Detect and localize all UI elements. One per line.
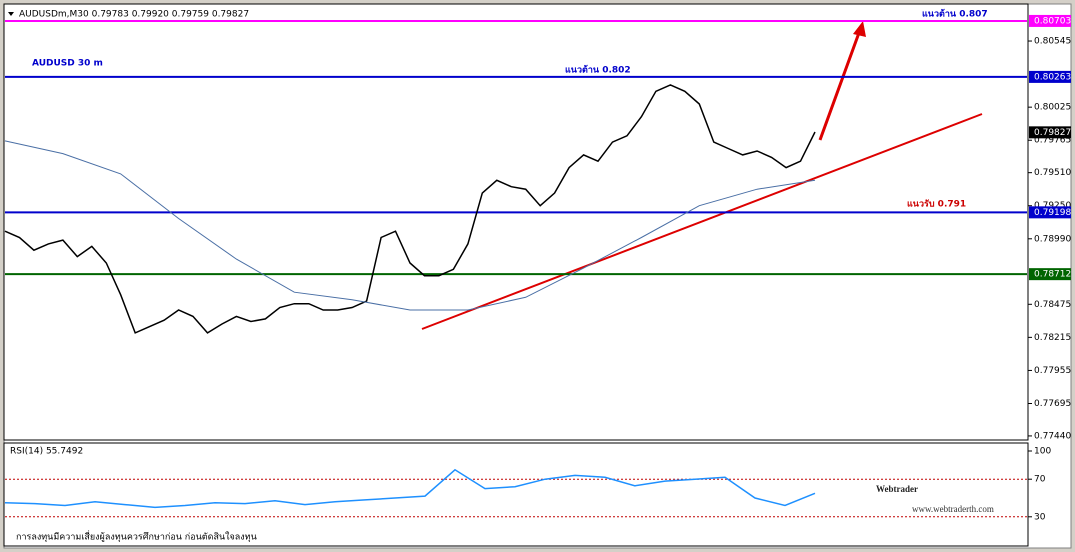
level-label: 0.78712	[1034, 270, 1071, 280]
annotation: แนวรับ 0.791	[907, 199, 966, 210]
y-tick-label: 100	[1034, 447, 1051, 457]
trend-line	[421, 113, 983, 330]
arrow	[818, 29, 862, 141]
y-tick-label: 0.80545	[1034, 37, 1071, 47]
level-label: 0.79198	[1034, 208, 1071, 218]
menu-arrow[interactable]	[8, 12, 14, 16]
logo-url: www.webtraderth.com	[912, 504, 994, 514]
price-line	[4, 140, 816, 311]
main-panel	[3, 3, 1029, 441]
y-tick-label: 0.77955	[1034, 366, 1071, 376]
y-tick-label: 0.77695	[1034, 399, 1071, 409]
rsi-label: RSI(14) 55.7492	[10, 447, 83, 457]
level-label-bg	[1029, 206, 1071, 219]
annotation: แนวต้าน 0.807	[922, 9, 988, 20]
disclaimer: การลงทุนมีความเสี่ยงผู้ลงทุนควรศึกษาก่อน…	[16, 530, 257, 543]
rsi-panel	[3, 442, 1029, 547]
y-tick-label: 0.78215	[1034, 333, 1071, 343]
annotation: แนวต้าน 0.802	[565, 65, 631, 76]
arrow-head	[853, 21, 866, 37]
price-line	[4, 468, 816, 509]
price-label-bg	[1029, 126, 1071, 139]
y-tick-label: 0.78475	[1034, 300, 1071, 310]
level-label-bg	[1029, 14, 1071, 27]
y-tick-label: 0.78990	[1034, 234, 1071, 244]
level-label: 0.80263	[1034, 72, 1071, 82]
price-line	[4, 84, 816, 334]
y-tick-label: 0.79510	[1034, 168, 1071, 178]
chart-title: AUDUSD 30 m	[32, 59, 103, 69]
level-label-bg	[1029, 70, 1071, 83]
y-tick-label: 30	[1034, 512, 1046, 522]
y-tick-label: 70	[1034, 475, 1046, 485]
logo: Webtrader	[876, 484, 918, 494]
chart-header: AUDUSDm,M30 0.79783 0.79920 0.79759 0.79…	[19, 10, 249, 20]
y-tick-label: 0.77440	[1034, 431, 1071, 441]
y-tick-label: 0.79765	[1034, 136, 1071, 146]
y-tick-label: 0.80025	[1034, 103, 1071, 113]
y-tick-label: 0.79250	[1034, 201, 1071, 211]
price-label: 0.79827	[1034, 128, 1071, 138]
level-label-bg	[1029, 268, 1071, 281]
level-label: 0.80703	[1034, 16, 1071, 26]
